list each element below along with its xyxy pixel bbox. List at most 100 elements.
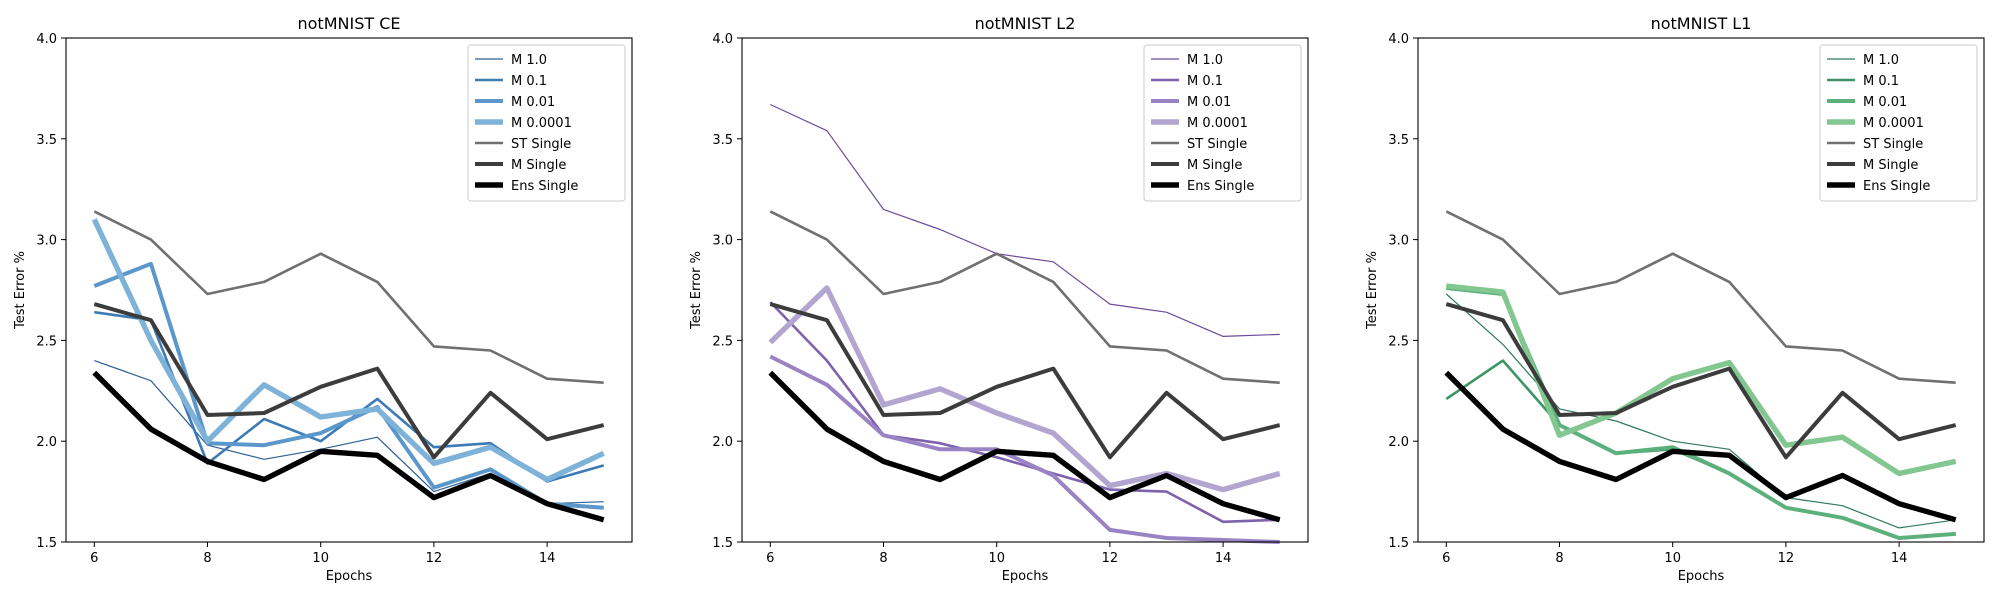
legend-label: M 1.0 [511,53,547,68]
y-tick-label: 1.5 [712,536,733,551]
series-line-m-0-0001 [91,218,605,483]
x-tick-label: 14 [1215,551,1232,566]
x-tick-label: 12 [426,551,443,566]
y-axis-label: Test Error % [1365,251,1380,330]
legend-label: M 0.01 [511,95,555,110]
legend-item: M 0.1 [1827,74,1899,89]
legend-label: M 1.0 [1187,53,1223,68]
x-axis-label: Epochs [326,569,373,584]
legend-label: M 0.0001 [1187,116,1248,131]
legend-label: M 0.01 [1187,95,1231,110]
legend-box [467,44,626,202]
x-tick-label: 14 [539,551,556,566]
x-tick-label: 8 [203,551,211,566]
legend: M 1.0 M 0.1 M 0.01 M 0.0001 ST Single M Singl… [1819,44,1978,202]
legend-item: M 0.0001 [1151,116,1248,131]
y-tick-label: 3.5 [712,133,733,148]
axes-frame [741,37,1309,543]
series-line-m-0-1 [1445,359,1956,540]
legend-item: M Single [1151,158,1242,173]
legend-label: Ens Single [1187,179,1254,194]
series-line-m-1-0 [1445,293,1956,529]
series-line-m-0-01 [1446,286,1956,540]
x-tick-label: 8 [879,551,887,566]
legend-label: M 1.0 [1863,53,1899,68]
legend-item: ST Single [475,137,571,152]
x-axis-label: Epochs [1678,569,1725,584]
x-tick-label: 12 [1102,551,1119,566]
series-lines [1444,210,1957,540]
chart-panel-1: notMNIST CE 6 8 10 12 14 1.5 2.0 2.5 3.0 3.5 4.0 Epo… [13,14,633,584]
axes-frame [1417,37,1985,543]
x-tick-label: 12 [1778,551,1795,566]
legend: M 1.0 M 0.1 M 0.01 M 0.0001 ST Single M Singl… [467,44,626,202]
y-tick-label: 2.5 [1388,334,1409,349]
x-tick-label: 8 [1555,551,1563,566]
x-tick-label: 10 [312,551,329,566]
series-line-m-0-1 [769,301,1280,524]
y-tick-label: 4.0 [1388,32,1409,47]
series-line-ens-single [768,370,1281,523]
series-line-st-single [93,210,604,384]
series-line-st-single [769,210,1280,384]
legend-item: Ens Single [475,179,578,194]
y-tick-label: 3.5 [36,133,57,148]
legend-label: Ens Single [1863,179,1930,194]
legend-box [1143,44,1302,202]
legend-label: ST Single [1187,137,1247,152]
legend-item: M 0.0001 [1827,116,1924,131]
legend-label: M 0.0001 [511,116,572,131]
y-tick-label: 3.0 [36,234,57,249]
legend-label: ST Single [511,137,571,152]
legend-item: M 1.0 [475,53,547,68]
series-line-m-0-0001 [1446,283,1957,477]
legend-item: M Single [475,158,566,173]
legend-item: Ens Single [1827,179,1930,194]
series-line-st-single [1445,210,1956,384]
y-tick-label: 2.0 [712,435,733,450]
legend-item: M 1.0 [1151,53,1223,68]
series-line-m-1-0 [94,360,604,505]
series-lines [768,103,1281,544]
series-line-ens-single [1444,370,1957,523]
legend-item: M 0.01 [1827,95,1907,110]
legend-label: M 0.01 [1863,95,1907,110]
y-tick-label: 3.5 [1388,133,1409,148]
chart-title: notMNIST CE [298,14,401,33]
y-axis-label: Test Error % [689,251,704,330]
legend-label: M Single [1863,158,1918,173]
y-tick-label: 4.0 [712,32,733,47]
legend-label: M 0.0001 [1863,116,1924,131]
series-line-m-single [93,302,605,460]
legend-label: M 0.1 [1863,74,1899,89]
chart-title: notMNIST L2 [975,14,1076,33]
x-tick-label: 6 [1442,551,1450,566]
y-tick-label: 3.0 [712,234,733,249]
series-line-ens-single [92,370,605,523]
legend-item: M Single [1827,158,1918,173]
legend-label: M Single [511,158,566,173]
legend-item: M 0.0001 [475,116,572,131]
chart-panel-2: notMNIST L2 6 8 10 12 14 1.5 2.0 2.5 3.0 3.5 4.0 Epo… [689,14,1309,584]
y-tick-label: 2.0 [36,435,57,450]
y-tick-label: 1.5 [36,536,57,551]
legend-item: ST Single [1151,137,1247,152]
x-tick-label: 10 [1664,551,1681,566]
x-tick-label: 6 [766,551,774,566]
chart-title: notMNIST L1 [1651,14,1752,33]
legend-item: ST Single [1827,137,1923,152]
y-tick-label: 4.0 [36,32,57,47]
y-tick-label: 1.5 [1388,536,1409,551]
legend: M 1.0 M 0.1 M 0.01 M 0.0001 ST Single M Singl… [1143,44,1302,202]
y-tick-label: 2.5 [712,334,733,349]
legend-item: M 1.0 [1827,53,1899,68]
x-tick-label: 14 [1891,551,1908,566]
x-tick-label: 6 [90,551,98,566]
legend-box [1819,44,1978,202]
legend-item: M 0.1 [1151,74,1223,89]
series-line-m-single [1445,302,1957,460]
series-line-m-0-01 [93,261,604,510]
axes-frame [65,37,633,543]
legend-item: M 0.01 [1151,95,1231,110]
